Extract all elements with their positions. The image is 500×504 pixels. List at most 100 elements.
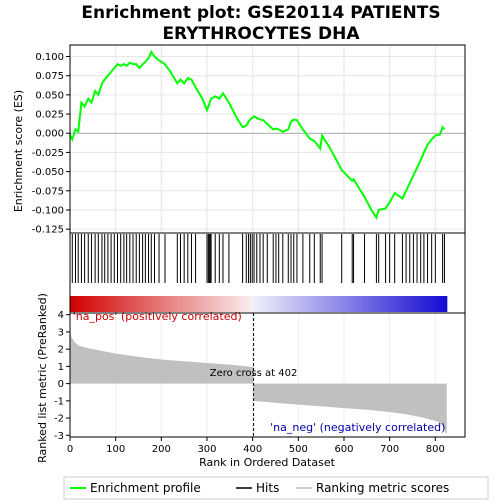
rank-color-segment bbox=[402, 296, 407, 312]
legend-box bbox=[63, 476, 489, 500]
rank-color-segment bbox=[223, 296, 228, 312]
legend-hits-label: Hits bbox=[256, 481, 279, 495]
rank-color-segment bbox=[151, 296, 156, 312]
rank-color-segment bbox=[308, 296, 313, 312]
hits-panel bbox=[70, 234, 448, 312]
rank-color-segment bbox=[132, 296, 137, 312]
rank-color-segment bbox=[396, 296, 401, 312]
rank-color-segment bbox=[198, 296, 203, 312]
rank-color-segment bbox=[142, 296, 146, 312]
rank-color-segment bbox=[327, 296, 332, 312]
metric-y-tick-label: 0 bbox=[58, 379, 64, 390]
rank-color-segment bbox=[280, 296, 285, 312]
rank-color-segment bbox=[236, 296, 241, 312]
rank-color-segment bbox=[217, 296, 222, 312]
x-tick-label: 700 bbox=[380, 444, 399, 455]
x-tick-label: 600 bbox=[334, 444, 353, 455]
rank-color-segment bbox=[296, 296, 300, 312]
rank-color-segment bbox=[270, 296, 275, 312]
rank-color-segment bbox=[321, 296, 325, 312]
ranked-metric-panel: 4 3 2 1 0 -1 -2 -3 Zero cross at 402 'na_pos' (po… bbox=[54, 310, 447, 455]
metric-y-axis-label: Ranked list metric (PreRanked) bbox=[36, 293, 49, 463]
rank-color-segment bbox=[239, 296, 244, 312]
rank-color-segment bbox=[201, 296, 206, 312]
rank-color-segment bbox=[418, 296, 423, 312]
rank-color-segment bbox=[277, 296, 281, 312]
chart-title-line-1: Enrichment plot: GSE20114 PATIENTS bbox=[81, 3, 440, 23]
rank-color-segment bbox=[358, 296, 363, 312]
ranking-metric-area bbox=[70, 331, 447, 435]
rank-color-segment bbox=[289, 296, 294, 312]
rank-color-segment bbox=[186, 296, 190, 312]
rank-color-segment bbox=[220, 296, 225, 312]
rank-color-segment bbox=[211, 296, 216, 312]
rank-color-segment bbox=[292, 296, 297, 312]
legend: Enrichment profile Hits Ranking metric s… bbox=[63, 476, 489, 500]
rank-color-segment bbox=[129, 296, 134, 312]
rank-color-segment bbox=[393, 296, 398, 312]
metric-panel-frame bbox=[69, 312, 466, 438]
rank-color-segment bbox=[333, 296, 338, 312]
legend-es-label: Enrichment profile bbox=[90, 481, 201, 495]
rank-color-segment bbox=[283, 296, 288, 312]
rank-color-segment bbox=[324, 296, 329, 312]
negative-correlation-label: 'na_neg' (negatively correlated) bbox=[270, 421, 445, 434]
rank-color-segment bbox=[387, 296, 391, 312]
rank-color-segment bbox=[88, 296, 93, 312]
rank-color-segment bbox=[95, 296, 99, 312]
rank-color-segment bbox=[70, 296, 74, 312]
rank-color-segment bbox=[434, 296, 438, 312]
rank-color-segment bbox=[440, 296, 445, 312]
x-tick-label: 500 bbox=[289, 444, 308, 455]
rank-color-segment bbox=[107, 296, 112, 312]
es-y-tick-label: 0.025 bbox=[35, 110, 64, 121]
rank-color-segment bbox=[443, 296, 448, 312]
rank-color-segment bbox=[120, 296, 124, 312]
rank-color-segment bbox=[126, 296, 131, 312]
rank-color-segment bbox=[390, 296, 394, 312]
rank-color-segment bbox=[274, 296, 278, 312]
rank-color-segment bbox=[311, 296, 316, 312]
zero-cross-label: Zero cross at 402 bbox=[210, 368, 298, 379]
rank-color-segment bbox=[208, 296, 212, 312]
rank-color-segment bbox=[421, 296, 426, 312]
rank-color-segment bbox=[343, 296, 347, 312]
rank-color-segment bbox=[139, 296, 143, 312]
rank-color-segment bbox=[314, 296, 319, 312]
rank-color-segment bbox=[170, 296, 175, 312]
rank-color-segment bbox=[339, 296, 344, 312]
rank-color-segment bbox=[409, 296, 413, 312]
rank-color-segment bbox=[154, 296, 159, 312]
es-y-tick-label: 0.100 bbox=[35, 52, 64, 63]
rank-color-segment bbox=[79, 296, 84, 312]
rank-color-segment bbox=[264, 296, 269, 312]
metric-y-tick-label: -3 bbox=[54, 431, 64, 442]
enrichment-profile-line bbox=[69, 49, 446, 221]
rank-color-segment bbox=[330, 296, 335, 312]
rank-color-segment bbox=[352, 296, 357, 312]
rank-color-segment bbox=[365, 296, 369, 312]
rank-color-segment bbox=[233, 296, 237, 312]
rank-color-segment bbox=[85, 296, 90, 312]
es-y-tick-label: 0.050 bbox=[35, 90, 64, 101]
rank-color-segment bbox=[252, 296, 256, 312]
es-y-tick-label: -0.025 bbox=[32, 148, 64, 159]
rank-color-segment bbox=[135, 296, 140, 312]
metric-y-tick-label: 2 bbox=[58, 345, 64, 356]
rank-color-segment bbox=[82, 296, 87, 312]
es-y-tick-label: -0.050 bbox=[32, 167, 64, 178]
es-y-tick-label: -0.075 bbox=[32, 186, 64, 197]
rank-color-segment bbox=[361, 296, 366, 312]
rank-color-segment bbox=[336, 296, 341, 312]
rank-color-segment bbox=[157, 296, 162, 312]
rank-color-segment bbox=[214, 296, 219, 312]
rank-color-segment bbox=[299, 296, 303, 312]
rank-color-segment bbox=[204, 296, 209, 312]
rank-color-segment bbox=[286, 296, 291, 312]
rank-color-segment bbox=[346, 296, 351, 312]
rank-color-segment bbox=[255, 296, 259, 312]
rank-color-segment bbox=[349, 296, 354, 312]
rank-color-segment bbox=[167, 296, 172, 312]
x-tick-label: 200 bbox=[152, 444, 171, 455]
